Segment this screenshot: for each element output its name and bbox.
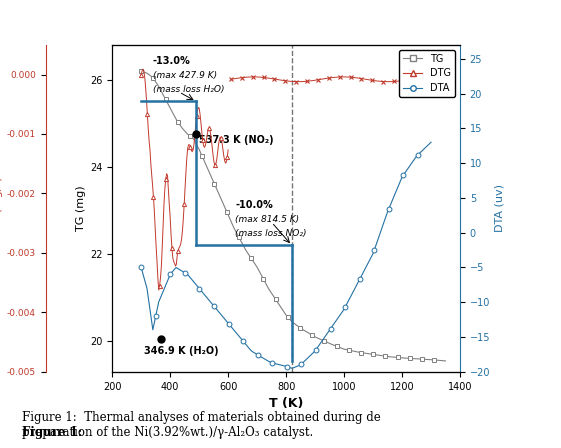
X-axis label: T (K): T (K)	[269, 397, 304, 410]
Text: (mass loss NO₂): (mass loss NO₂)	[236, 229, 307, 238]
Text: -13.0%: -13.0%	[153, 56, 191, 66]
Legend: TG, DTG, DTA: TG, DTG, DTA	[399, 50, 455, 97]
Y-axis label: TG (mg): TG (mg)	[76, 185, 86, 231]
Y-axis label: DTG (mg/s): DTG (mg/s)	[0, 177, 2, 240]
Y-axis label: DTA (uv): DTA (uv)	[494, 184, 504, 233]
Text: (mass loss H₂O): (mass loss H₂O)	[153, 85, 224, 94]
Text: 346.9 K (H₂O): 346.9 K (H₂O)	[144, 346, 219, 357]
Text: Figure 1:: Figure 1:	[22, 426, 82, 439]
Text: 537.3 K (NO₂): 537.3 K (NO₂)	[199, 135, 273, 145]
Text: Figure 1:  Thermal analyses of materials obtained during de
preparation of the N: Figure 1: Thermal analyses of materials …	[22, 411, 381, 439]
Text: (max 427.9 K): (max 427.9 K)	[153, 70, 217, 79]
Text: -10.0%: -10.0%	[236, 200, 273, 210]
Text: (max 814.5 K): (max 814.5 K)	[236, 215, 300, 224]
